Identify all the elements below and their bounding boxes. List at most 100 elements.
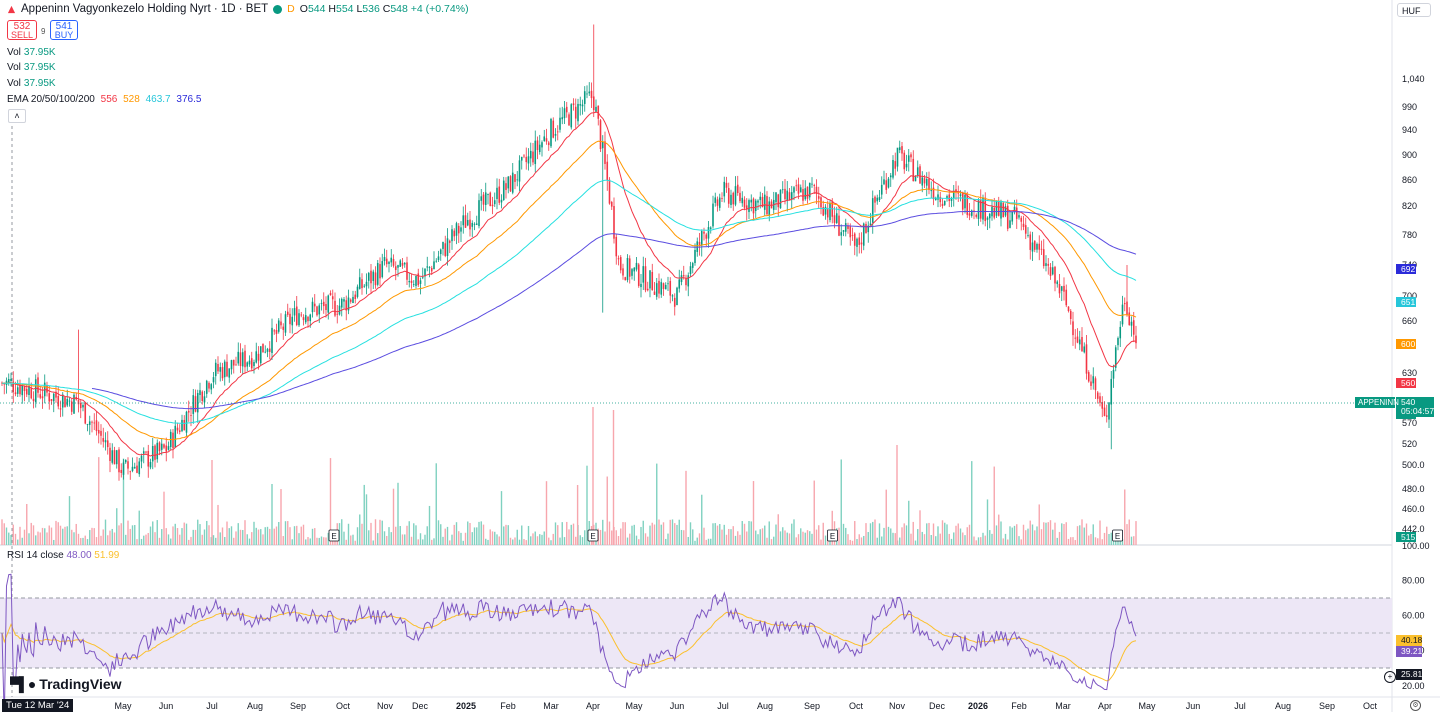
last-value-tag bbox=[1396, 264, 1416, 274]
volume-legend-1[interactable]: Vol 37.95K bbox=[7, 47, 56, 58]
time-settings-gear-icon[interactable]: ⚙ bbox=[1410, 700, 1421, 711]
volume-bar bbox=[878, 523, 881, 545]
volume-legend-3[interactable]: Vol 37.95K bbox=[7, 78, 56, 89]
volume-bar bbox=[62, 528, 64, 545]
volume-bar bbox=[856, 539, 858, 545]
candle-body bbox=[1092, 376, 1095, 384]
volume-bar bbox=[1002, 538, 1004, 545]
candle-body bbox=[1015, 207, 1018, 219]
candle-body bbox=[133, 466, 136, 469]
volume-bar bbox=[584, 530, 586, 545]
time-tick-label: Apr bbox=[586, 701, 600, 711]
ema-legend[interactable]: EMA 20/50/100/200 556 528 463.7 376.5 bbox=[7, 94, 201, 105]
candle-body bbox=[502, 180, 505, 201]
brand-name: TradingView bbox=[39, 676, 122, 692]
candle-body bbox=[606, 161, 609, 181]
ohlc-values: O544 H554 L536 C548 +4 (+0.74%) bbox=[300, 3, 469, 15]
candle-body bbox=[887, 178, 890, 188]
volume-bar bbox=[275, 526, 278, 545]
candle-body bbox=[676, 287, 678, 306]
price-tick-label: 570 bbox=[1402, 418, 1417, 428]
candle-body bbox=[966, 194, 969, 215]
volume-bar bbox=[314, 528, 316, 545]
candle-body bbox=[761, 196, 764, 208]
volume-bar bbox=[791, 523, 793, 545]
candle-body bbox=[408, 281, 411, 283]
candle-body bbox=[86, 424, 89, 426]
volume-bar bbox=[642, 520, 644, 545]
volume-bar bbox=[242, 530, 244, 545]
volume-bar bbox=[698, 533, 701, 545]
candle-body bbox=[1105, 415, 1108, 417]
candle-body bbox=[847, 225, 849, 229]
currency-selector[interactable]: HUF bbox=[1397, 3, 1431, 17]
candle-body bbox=[631, 269, 633, 276]
volume-bar bbox=[93, 528, 95, 545]
volume-bar bbox=[433, 538, 435, 545]
symbol-legend[interactable]: Appeninn Vagyonkezelo Holding Nyrt · 1D … bbox=[7, 3, 469, 15]
volume-bar bbox=[829, 538, 831, 545]
rsi-legend[interactable]: RSI 14 close 48.00 51.99 bbox=[7, 550, 119, 561]
candle-body bbox=[280, 321, 282, 326]
candle-body bbox=[815, 186, 818, 195]
volume-bar bbox=[764, 525, 766, 545]
candle-body bbox=[433, 261, 435, 270]
candle-body bbox=[428, 267, 431, 268]
candle-body bbox=[952, 190, 955, 199]
volume-bar bbox=[1040, 529, 1043, 545]
candle-body bbox=[955, 189, 957, 192]
volume-bar bbox=[300, 526, 302, 545]
candle-body bbox=[275, 330, 278, 334]
candle-body bbox=[190, 415, 192, 416]
volume-bar bbox=[570, 524, 572, 545]
candle-body bbox=[824, 206, 827, 215]
candle-body bbox=[131, 466, 134, 472]
candle-body bbox=[487, 193, 489, 195]
candle-body bbox=[527, 156, 530, 164]
candle-body bbox=[277, 320, 280, 332]
volume-bar bbox=[309, 538, 311, 545]
symbol-tag-text: APPENINN bbox=[1358, 398, 1399, 407]
volume-bar bbox=[59, 525, 62, 545]
volume-legend-2[interactable]: Vol 37.95K bbox=[7, 62, 56, 73]
volume-bar bbox=[140, 538, 143, 545]
candle-body bbox=[1094, 378, 1097, 391]
candle-body bbox=[511, 172, 514, 193]
candle-body bbox=[160, 443, 163, 450]
candle-body bbox=[286, 311, 289, 315]
time-tick-label: May bbox=[114, 701, 132, 711]
volume-bar bbox=[343, 531, 345, 545]
open-value: 544 bbox=[307, 3, 326, 15]
candle-body bbox=[943, 200, 946, 205]
time-tick-label: Oct bbox=[1363, 701, 1378, 711]
add-alert-plus-icon[interactable]: + bbox=[1384, 671, 1396, 683]
tradingview-logo[interactable]: ▀▌● TradingView bbox=[10, 676, 122, 692]
volume-bar bbox=[714, 523, 716, 545]
rsi-last-tag bbox=[1396, 646, 1422, 657]
volume-bar bbox=[1009, 526, 1011, 545]
volume-bar bbox=[71, 529, 73, 545]
candle-body bbox=[52, 393, 55, 402]
symbol-title[interactable]: Appeninn Vagyonkezelo Holding Nyrt · 1D … bbox=[21, 3, 269, 15]
volume-bar bbox=[145, 534, 147, 545]
volume-bar bbox=[548, 537, 550, 545]
collapse-legend-chevron-up-icon[interactable]: ˄ bbox=[8, 109, 26, 123]
candle-body bbox=[385, 258, 388, 265]
candle-body bbox=[739, 192, 741, 202]
candle-body bbox=[799, 187, 802, 193]
volume-bar bbox=[287, 521, 289, 545]
volume-bar bbox=[694, 540, 696, 545]
candle-body bbox=[919, 166, 921, 184]
candle-body bbox=[221, 367, 224, 379]
candle-body bbox=[325, 304, 327, 310]
volume-bar bbox=[363, 484, 365, 545]
buy-button[interactable]: 541 BUY bbox=[50, 20, 78, 40]
candle-body bbox=[993, 208, 996, 218]
candle-body bbox=[1074, 337, 1077, 339]
time-tick-label: Feb bbox=[500, 701, 516, 711]
sell-button[interactable]: 532 SELL bbox=[7, 20, 37, 40]
volume-bar bbox=[980, 537, 982, 545]
candle-body bbox=[894, 161, 897, 169]
volume-bar bbox=[255, 527, 257, 545]
